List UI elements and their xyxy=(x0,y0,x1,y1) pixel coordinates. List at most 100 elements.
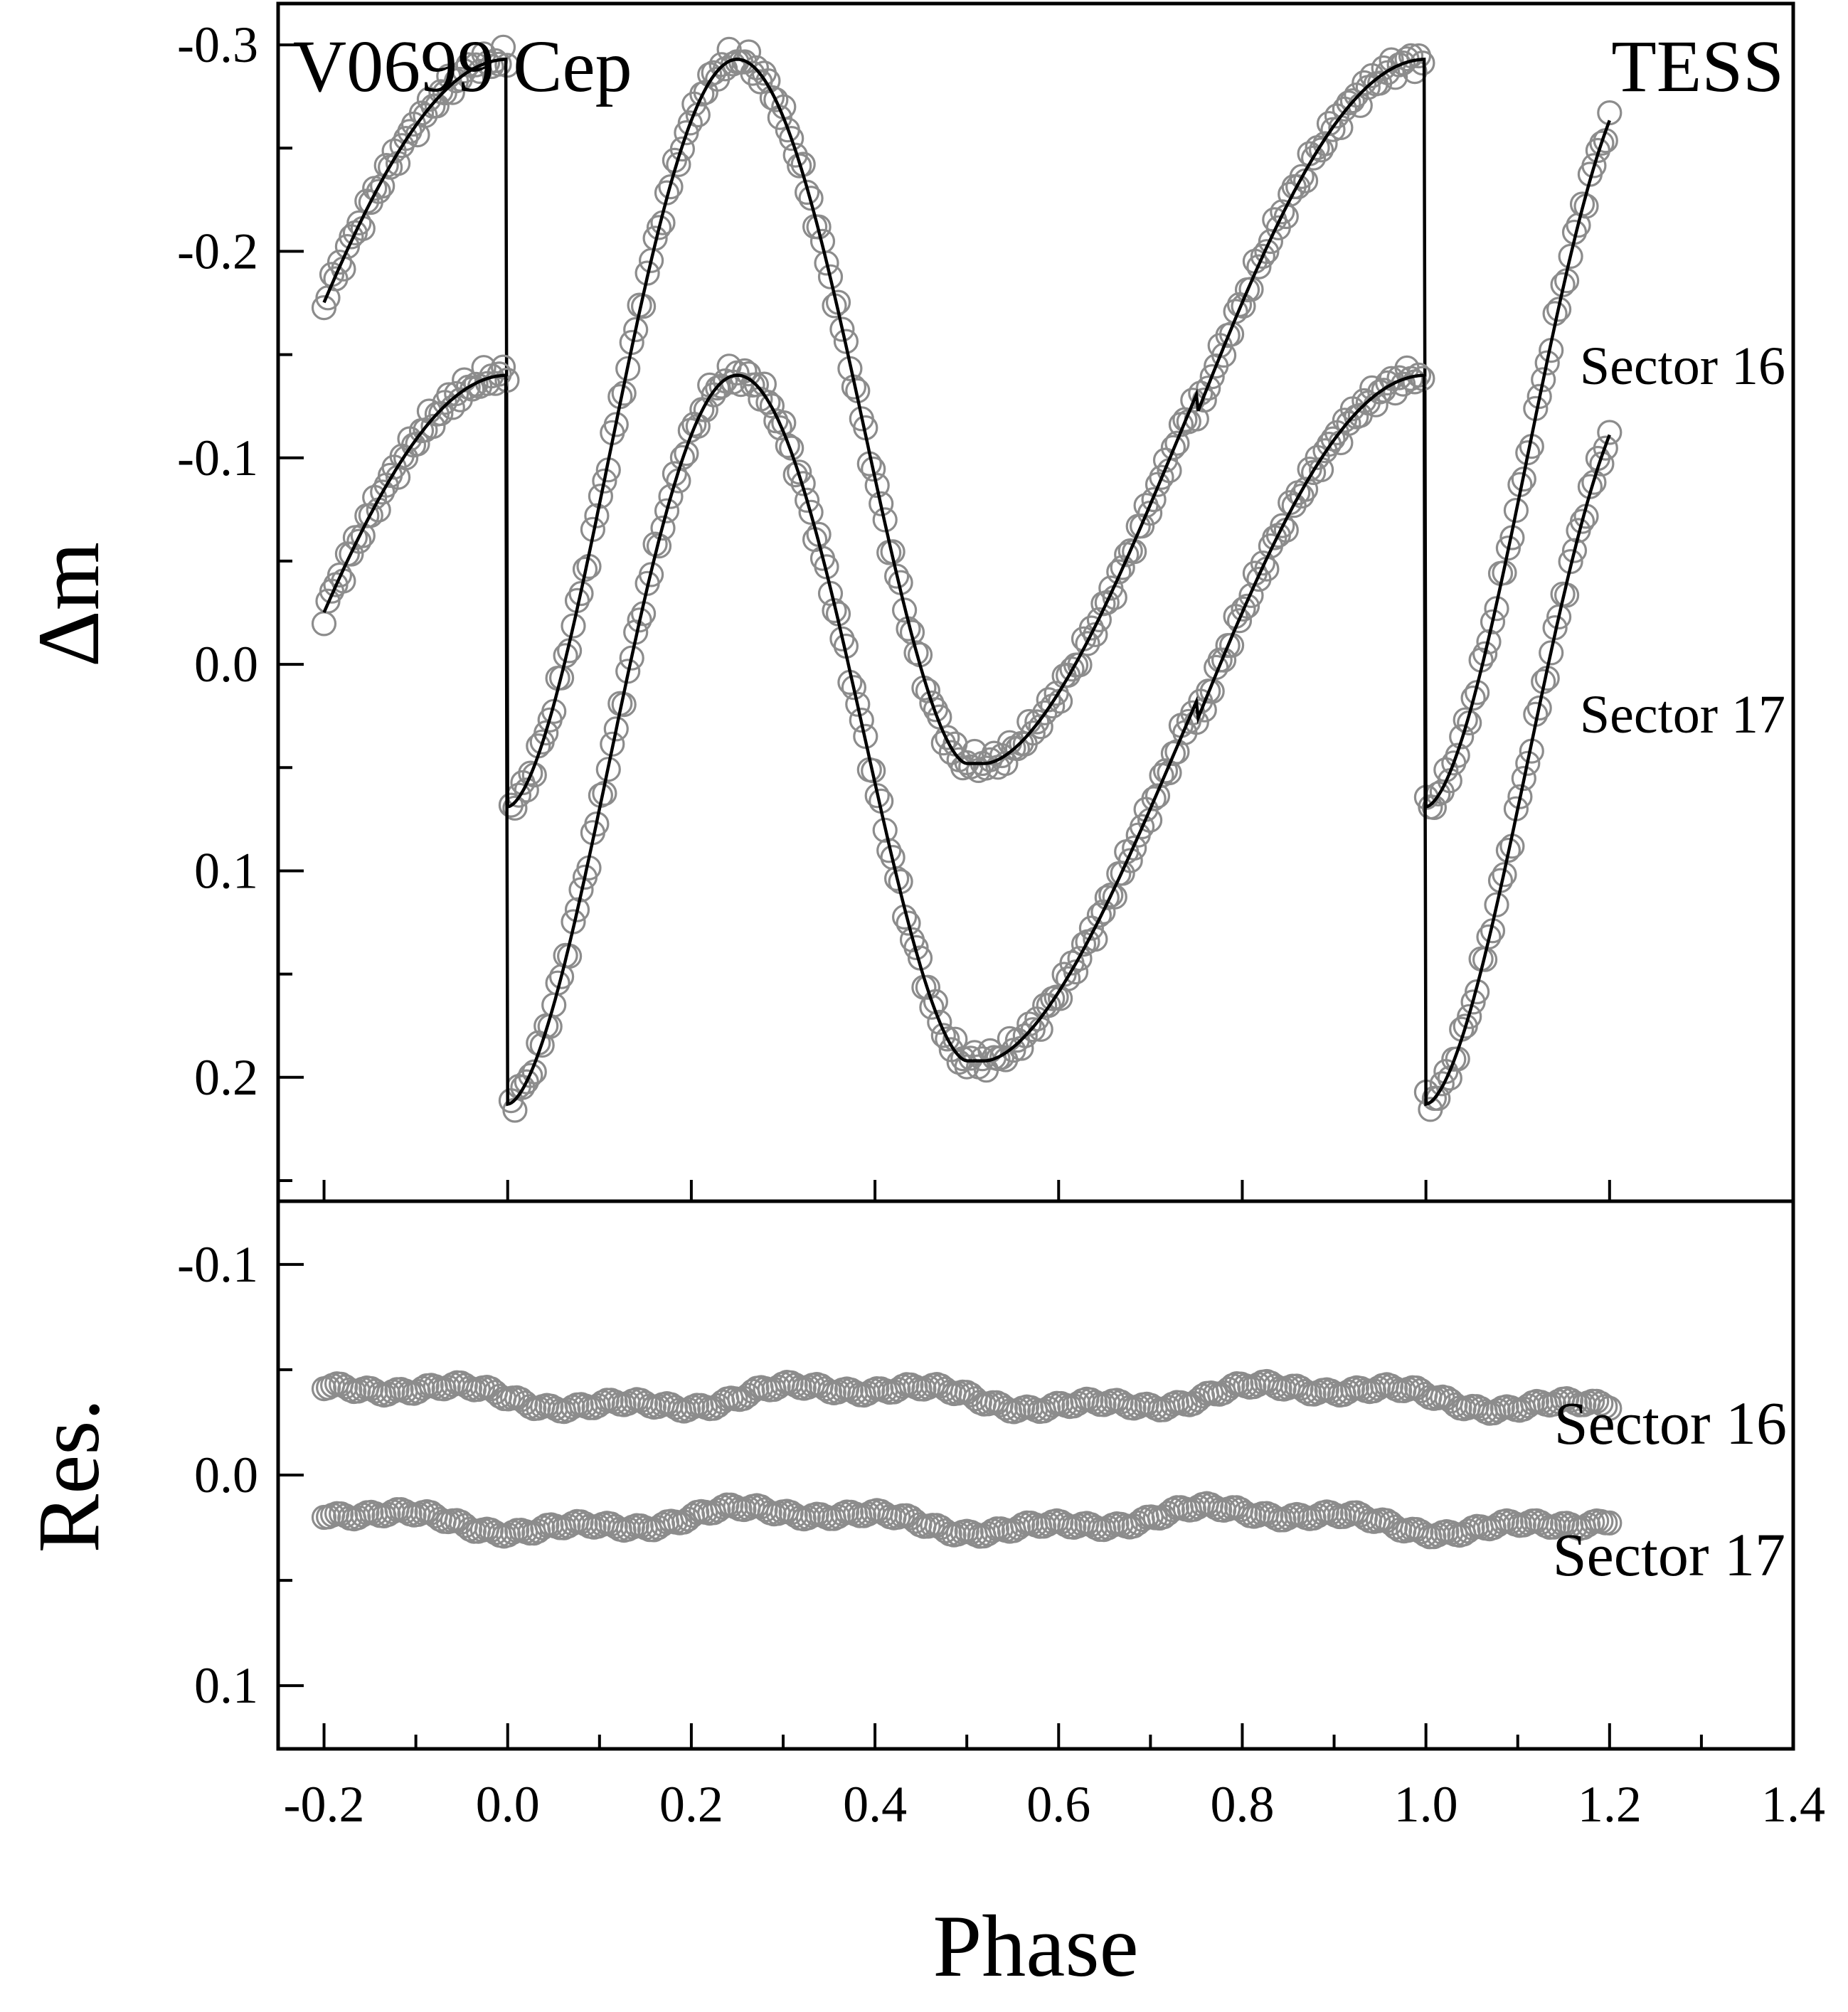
data-point xyxy=(1460,989,1486,1015)
data-point xyxy=(1593,435,1618,461)
data-point xyxy=(1410,50,1435,76)
data-point xyxy=(883,866,910,891)
data-point xyxy=(1526,383,1552,410)
data-point xyxy=(564,897,590,922)
data-point xyxy=(1180,388,1206,413)
data-point xyxy=(1472,641,1498,666)
data-point xyxy=(490,354,516,380)
residual-point xyxy=(590,1390,615,1415)
data-point xyxy=(1495,837,1521,863)
residual-point xyxy=(954,1380,979,1405)
data-point xyxy=(1075,631,1100,656)
data-point xyxy=(514,777,539,803)
data-point xyxy=(1581,153,1607,179)
data-point xyxy=(1250,243,1276,269)
data-point xyxy=(1250,550,1276,576)
data-point xyxy=(420,413,446,440)
data-point xyxy=(883,563,910,589)
data-point xyxy=(919,690,945,716)
data-point xyxy=(1569,509,1595,534)
x-tick-label: 0.2 xyxy=(659,1776,723,1833)
data-point xyxy=(1476,629,1502,655)
data-point xyxy=(1145,783,1171,809)
data-point xyxy=(891,597,918,623)
data-point xyxy=(1086,607,1112,633)
data-point xyxy=(1546,297,1572,322)
data-point xyxy=(899,619,925,645)
data-point xyxy=(452,58,477,84)
data-point xyxy=(595,757,621,782)
data-point xyxy=(798,186,824,211)
y-tick-label: 0.1 xyxy=(194,842,258,899)
model-fit-line xyxy=(322,58,1611,809)
data-point xyxy=(654,498,680,523)
data-point xyxy=(935,1026,960,1052)
data-point xyxy=(568,877,594,903)
data-point xyxy=(1460,685,1486,711)
data-point xyxy=(1312,131,1338,156)
data-point xyxy=(487,361,512,387)
residual-sector-17-label: Sector 17 xyxy=(1553,1521,1785,1589)
top-sector-16-label: Sector 16 xyxy=(1580,336,1785,396)
data-point xyxy=(817,264,844,289)
data-point xyxy=(864,783,890,809)
x-axis-title: Phase xyxy=(933,1897,1138,1995)
y-tick-label: -0.2 xyxy=(177,223,258,280)
data-point xyxy=(487,51,512,77)
data-point xyxy=(767,415,792,441)
data-point xyxy=(1040,693,1066,719)
data-point xyxy=(1106,559,1132,585)
data-point xyxy=(903,935,929,961)
x-tick-label: 1.2 xyxy=(1578,1776,1642,1833)
data-point xyxy=(685,413,711,439)
bottom-plot-frame xyxy=(276,1199,1795,1751)
data-point xyxy=(794,487,820,513)
data-point xyxy=(1122,835,1147,861)
data-point xyxy=(1285,174,1311,200)
data-point xyxy=(592,468,617,494)
data-point xyxy=(584,503,610,528)
data-point xyxy=(1067,946,1093,972)
y-tick-label: -0.1 xyxy=(177,430,258,486)
data-point xyxy=(1270,513,1295,538)
x-tick-label: 0.6 xyxy=(1026,1776,1090,1833)
data-point xyxy=(861,456,886,482)
data-point xyxy=(841,675,867,701)
data-point xyxy=(1569,191,1595,217)
y-tick-label: -0.1 xyxy=(177,1236,258,1293)
data-point xyxy=(311,611,337,637)
data-point xyxy=(615,659,641,684)
data-point xyxy=(849,707,874,733)
data-point xyxy=(1164,430,1190,456)
data-point xyxy=(1211,647,1237,673)
light-curve-panel: -0.3 -0.2 -0.1 0.0 0.1 0.2 V0699 Cep TESS Sec… xyxy=(20,1,1795,1203)
data-point xyxy=(1480,609,1506,634)
data-point xyxy=(845,691,871,717)
data-point xyxy=(1561,538,1588,563)
data-point xyxy=(405,431,430,457)
data-point xyxy=(782,142,808,168)
data-point xyxy=(346,210,372,235)
data-point xyxy=(1117,848,1143,873)
data-point xyxy=(1028,714,1053,740)
data-point xyxy=(615,356,641,381)
data-point xyxy=(1086,903,1112,928)
data-point xyxy=(603,412,629,437)
data-point xyxy=(1129,814,1155,840)
data-point xyxy=(1281,493,1307,518)
residual-point xyxy=(1083,1390,1108,1415)
top-x-axis-ticks xyxy=(322,1180,1795,1201)
data-point xyxy=(1226,608,1253,634)
data-point xyxy=(1503,497,1529,523)
data-point xyxy=(1110,555,1135,580)
data-point xyxy=(1511,765,1536,792)
y-tick-label: 0.2 xyxy=(194,1049,258,1106)
residual-point xyxy=(1597,1510,1623,1535)
data-point xyxy=(1071,931,1097,957)
data-point xyxy=(1141,786,1167,811)
data-point xyxy=(326,250,353,275)
data-point xyxy=(1246,254,1272,280)
data-point xyxy=(1196,376,1221,401)
data-point xyxy=(646,215,672,240)
